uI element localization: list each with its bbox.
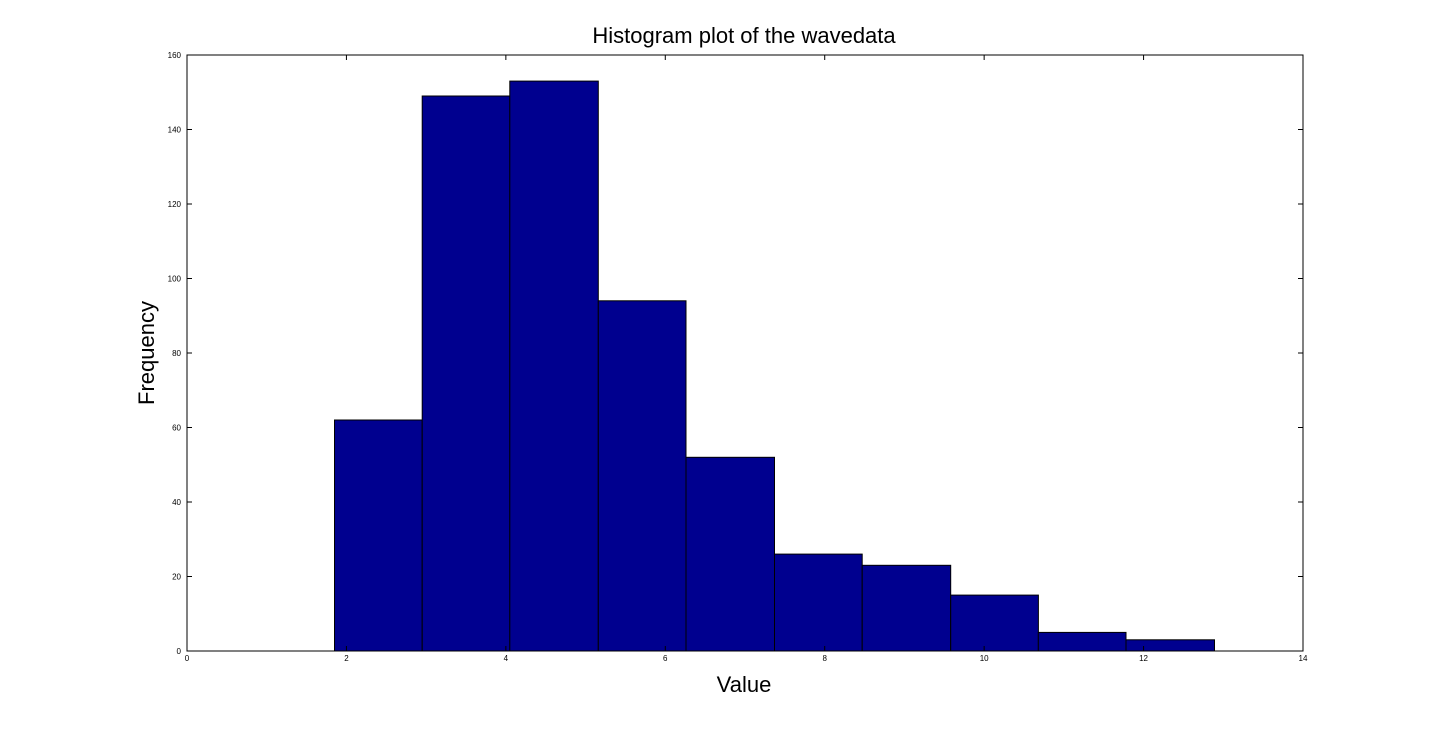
x-tick-label-6: 6 [663,654,668,663]
y-tick-label-160: 160 [168,51,182,60]
y-tick-label-20: 20 [172,573,181,582]
x-tick-label-12: 12 [1139,654,1148,663]
y-tick-label-80: 80 [172,349,181,358]
histogram-bar-3 [509,80,599,652]
y-tick-label-140: 140 [168,126,182,135]
y-tick-label-40: 40 [172,498,181,507]
histogram-bar-8 [950,594,1039,652]
histogram-bar-10 [1125,639,1215,652]
plot-area-frame [186,54,1304,652]
y-tick-label-60: 60 [172,424,181,433]
x-axis-title: Value [717,672,772,697]
histogram-bar-7 [861,564,952,652]
x-tick-label-2: 2 [344,654,349,663]
x-tick-label-8: 8 [822,654,827,663]
histogram-bar-6 [774,553,863,652]
y-tick-label-0: 0 [177,647,182,656]
histogram-bar-5 [685,456,775,652]
y-tick-label-120: 120 [168,200,182,209]
histogram-bar-1 [334,419,423,652]
x-tick-label-14: 14 [1299,654,1308,663]
x-tick-label-0: 0 [185,654,190,663]
chart-title: Histogram plot of the wavedata [592,23,896,48]
histogram-bar-4 [597,300,687,652]
histogram-bar-2 [421,95,511,652]
x-tick-label-10: 10 [980,654,989,663]
y-axis-title: Frequency [134,301,159,405]
bars-group [334,80,1215,652]
histogram-bar-9 [1037,631,1127,652]
x-tick-label-4: 4 [504,654,509,663]
y-tick-label-100: 100 [168,275,182,284]
